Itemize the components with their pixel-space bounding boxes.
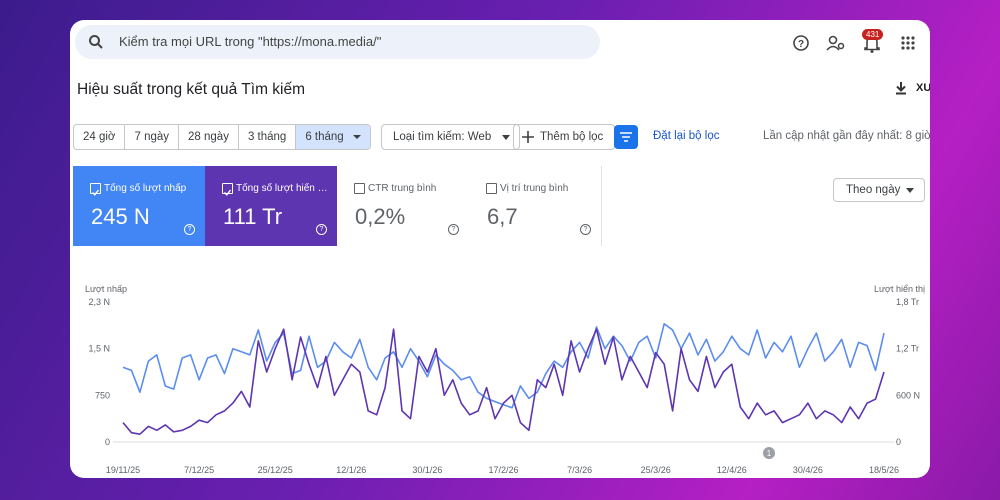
console-panel: Kiểm tra mọi URL trong "https://mona.med… [70, 20, 930, 478]
metric-checkbox [90, 183, 101, 196]
search-type-dropdown[interactable]: Loại tìm kiếm: Web [381, 124, 521, 150]
plus-icon [522, 131, 534, 143]
url-inspection-search[interactable]: Kiểm tra mọi URL trong "https://mona.med… [75, 25, 600, 59]
y2-tick-label: 1,2 Tr [896, 344, 919, 354]
reset-filters-link[interactable]: Đặt lại bộ lọc [653, 130, 720, 142]
metric-value: 6,7 [487, 204, 518, 229]
x-tick-label: 7/3/26 [567, 465, 592, 475]
metric-value: 0,2% [355, 204, 406, 229]
add-filter-label: Thêm bộ lọc [540, 131, 604, 143]
x-tick-label: 30/1/26 [412, 465, 442, 475]
svg-text:?: ? [798, 39, 804, 50]
metric-checkbox [486, 183, 497, 194]
search-icon [89, 35, 103, 49]
help-icon: ? [316, 224, 327, 235]
granularity-dropdown[interactable]: Theo ngày [833, 178, 925, 202]
export-icon[interactable] [894, 81, 908, 95]
metric-label: Vị trí trung bình [500, 183, 569, 194]
check-mark [224, 189, 232, 196]
x-tick-label: 7/12/25 [184, 465, 214, 475]
help-icon[interactable]: ? [792, 34, 810, 52]
add-filter-button[interactable]: Thêm bộ lọc [513, 124, 616, 150]
x-tick-label: 12/4/26 [717, 465, 747, 475]
x-tick-label: 19/11/25 [106, 465, 140, 475]
check-mark [92, 189, 100, 196]
metric-value: 111 Tr [223, 204, 283, 229]
metric-card[interactable]: Tổng số lượt hiển thị 111 Tr? [205, 166, 337, 246]
search-type-label: Loại tìm kiếm: Web [393, 131, 492, 143]
metric-card[interactable]: CTR trung bình 0,2%? [337, 166, 470, 246]
help-icon: ? [448, 224, 459, 235]
granularity-label: Theo ngày [846, 184, 901, 196]
x-tick-label: 18/5/26 [869, 465, 899, 475]
range-option[interactable]: 7 ngày [125, 125, 180, 149]
filter-options-button[interactable] [614, 125, 638, 149]
metric-value: 245 N [91, 204, 150, 229]
y2-tick-label: 1,8 Tr [896, 297, 919, 307]
x-tick-label: 30/4/26 [793, 465, 823, 475]
help-icon: ? [184, 224, 195, 235]
range-option[interactable]: 24 giờ [74, 125, 126, 149]
metric-label: CTR trung bình [368, 183, 437, 194]
y2-axis-title: Lượt hiển thị [874, 284, 925, 294]
dropdown-arrow [502, 135, 511, 140]
range-option[interactable]: 3 tháng [239, 125, 297, 149]
y-tick-label: 750 [95, 390, 110, 400]
metric-checkbox [222, 183, 233, 196]
date-range-selector: 24 giờ 7 ngày 28 ngày 3 tháng 6 tháng [73, 124, 371, 150]
y2-tick-label: 0 [896, 437, 901, 447]
annotation-marker [763, 447, 775, 459]
notification-badge: 431 [862, 29, 884, 40]
dropdown-arrow [906, 188, 914, 193]
x-tick-label: 25/12/25 [258, 465, 293, 475]
admin-icon[interactable] [826, 34, 846, 52]
y2-tick-label: 600 N [896, 390, 920, 400]
range-option[interactable]: 28 ngày [179, 125, 239, 149]
help-icon: ? [580, 224, 591, 235]
export-button[interactable]: XUẤT [916, 82, 930, 94]
series-line [122, 328, 885, 435]
performance-chart: Lượt nhấp Lượt hiển thị 0 750 1,5 N 2,3 N 0 600… [85, 284, 925, 475]
y-tick-label: 1,5 N [88, 344, 110, 354]
search-placeholder: Kiểm tra mọi URL trong "https://mona.med… [119, 34, 382, 49]
metric-checkbox [354, 183, 365, 194]
y-tick-label: 2,3 N [88, 297, 110, 307]
metric-card[interactable]: Tổng số lượt nhấp 245 N? [73, 166, 205, 246]
metric-label: Tổng số lượt hiển thị [236, 183, 328, 194]
last-updated: Lần cập nhật gần đây nhất: 8 giờ trước [763, 130, 930, 142]
y-tick-label: 0 [105, 437, 110, 447]
metric-label: Tổng số lượt nhấp [104, 183, 187, 194]
x-tick-label: 17/2/26 [488, 465, 518, 475]
annotation-label: 1 [767, 449, 772, 458]
y-axis-title: Lượt nhấp [85, 284, 127, 294]
apps-icon[interactable] [900, 35, 916, 51]
x-tick-label: 25/3/26 [641, 465, 671, 475]
page-title: Hiệu suất trong kết quả Tìm kiếm [77, 81, 306, 98]
x-tick-label: 12/1/26 [336, 465, 366, 475]
metric-card[interactable]: Vị trí trung bình 6,7? [469, 166, 602, 246]
range-option[interactable]: 6 tháng [296, 125, 370, 149]
